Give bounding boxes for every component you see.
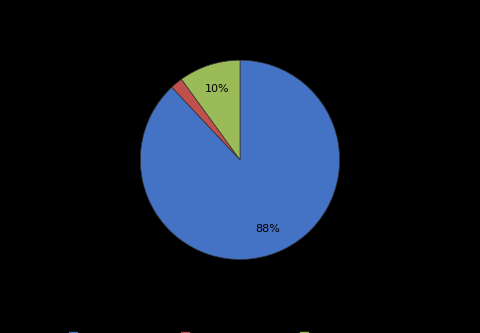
Text: 10%: 10% xyxy=(204,84,229,94)
Wedge shape xyxy=(172,79,240,160)
Wedge shape xyxy=(140,60,340,259)
Wedge shape xyxy=(181,60,240,160)
Text: 88%: 88% xyxy=(255,224,280,234)
Legend: Wages & Salaries, Employee Benefits, Operating Expenses: Wages & Salaries, Employee Benefits, Ope… xyxy=(65,328,415,333)
